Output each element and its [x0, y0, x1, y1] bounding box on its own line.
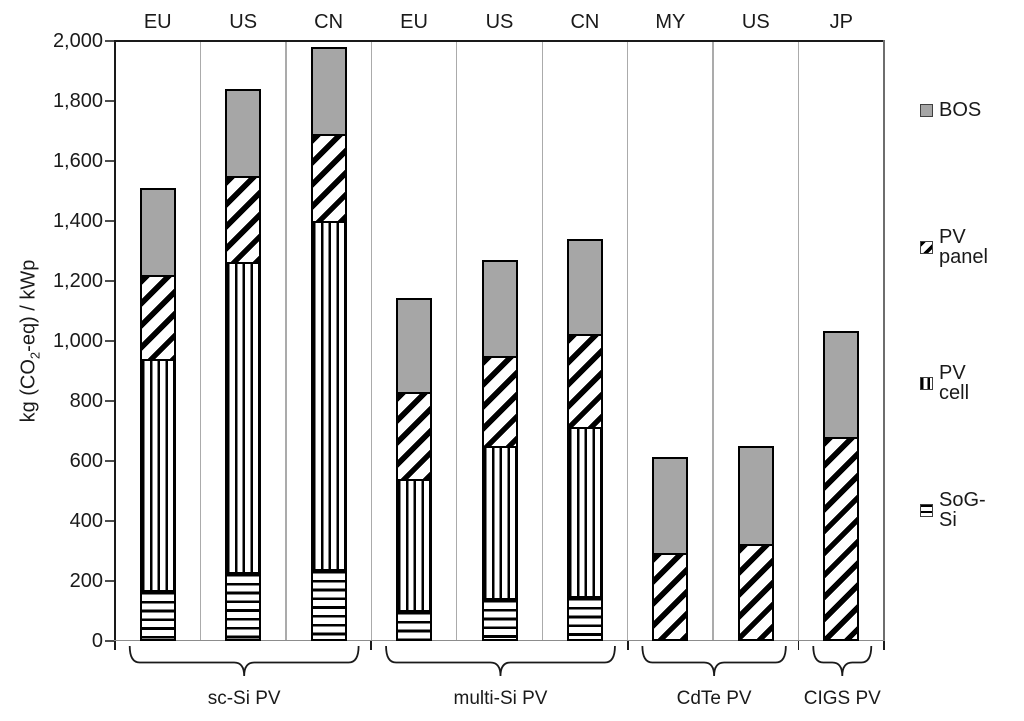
group-boundary-tick — [370, 641, 373, 650]
region-label: EU — [400, 11, 428, 33]
bar-segment-bos — [823, 330, 860, 439]
y-tick-label: 1,600 — [52, 150, 103, 172]
region-label: US — [485, 11, 514, 33]
bar-segment-bos — [566, 239, 603, 336]
legend-item: BOS — [920, 99, 981, 121]
group-label: sc-Si PV — [207, 688, 281, 709]
bar-segment-sog-si — [396, 609, 433, 641]
column-separator — [370, 42, 373, 640]
y-tick-label: 0 — [91, 630, 103, 652]
bar-segment-pv-panel — [823, 437, 860, 641]
group-boundary-tick — [626, 641, 629, 650]
legend-swatch-bos — [920, 103, 933, 117]
legend-label: BOS — [939, 99, 982, 121]
group-label: CdTe PV — [676, 688, 752, 709]
region-label: US — [741, 11, 770, 33]
legend-item: PV panel — [920, 227, 988, 267]
column-separator — [541, 42, 543, 640]
y-tick-label: 200 — [69, 570, 103, 592]
group-brace — [812, 645, 873, 677]
bar-segment-pv-panel — [652, 552, 689, 641]
region-label: JP — [829, 11, 853, 33]
bar-segment-sog-si — [310, 569, 347, 641]
bar-segment-pv-cell — [139, 359, 176, 592]
y-tick-label: 600 — [69, 450, 103, 472]
region-label: MY — [655, 11, 686, 33]
region-label: EU — [143, 11, 172, 33]
bar-segment-bos — [396, 297, 433, 394]
bar-segment-bos — [310, 47, 347, 136]
bar-segment-pv-panel — [310, 134, 347, 223]
bar-segment-sog-si — [566, 596, 603, 641]
legend-item: SoG-Si — [920, 490, 986, 530]
bar-segment-pv-cell — [310, 221, 347, 571]
bar-segment-pv-panel — [481, 356, 518, 448]
group-boundary-tick — [883, 641, 885, 650]
y-tick-mark — [105, 220, 114, 222]
y-tick-mark — [105, 340, 114, 342]
y-tick-mark — [105, 160, 114, 162]
bar-segment-pv-cell — [225, 261, 262, 574]
y-axis-title-sub: 2 — [27, 351, 43, 360]
bar-segment-pv-panel — [225, 176, 262, 264]
y-tick-mark — [105, 400, 114, 402]
y-tick-mark — [105, 580, 114, 582]
legend-swatch-sog-si — [920, 503, 933, 517]
y-axis-line — [114, 40, 116, 641]
bar-segment-bos — [481, 260, 518, 358]
y-tick-label: 1,800 — [52, 90, 103, 112]
group-label: CIGS PV — [803, 688, 881, 709]
column-separator — [797, 42, 800, 640]
group-boundary-tick — [114, 641, 116, 650]
y-tick-label: 400 — [69, 510, 103, 532]
bar-segment-pv-panel — [566, 333, 603, 429]
group-label: multi-Si PV — [453, 688, 548, 709]
legend-label: SoG-Si — [939, 489, 986, 531]
region-label: US — [229, 11, 258, 33]
y-tick-mark — [105, 460, 114, 462]
bar-segment-bos — [139, 188, 176, 277]
group-brace — [641, 645, 787, 677]
y-tick-mark — [105, 640, 114, 642]
y-tick-label: 800 — [69, 390, 103, 412]
y-tick-label: 1,400 — [52, 210, 103, 232]
legend-item: PV cell — [920, 363, 969, 403]
group-brace — [385, 645, 616, 677]
bar-segment-bos — [225, 89, 262, 178]
column-separator — [199, 42, 202, 640]
bar-segment-pv-cell — [396, 479, 433, 612]
bar-segment-pv-panel — [396, 392, 433, 481]
y-tick-label: 1,200 — [52, 270, 103, 292]
group-boundary-tick — [797, 641, 800, 650]
legend-label: PV panel — [939, 226, 988, 268]
legend-swatch-pv-cell — [920, 376, 933, 390]
column-separator — [285, 42, 287, 640]
bar-segment-bos — [737, 446, 774, 546]
y-tick-label: 2,000 — [52, 30, 103, 52]
column-separator — [456, 42, 458, 640]
bar-segment-pv-panel — [737, 543, 774, 641]
y-tick-label: 1,000 — [52, 330, 103, 352]
region-label: CN — [570, 11, 600, 33]
y-tick-mark — [105, 520, 114, 522]
bar-segment-sog-si — [139, 590, 176, 641]
bar-segment-bos — [652, 456, 689, 555]
legend-label: PV cell — [939, 362, 970, 404]
column-separator — [712, 42, 714, 640]
y-tick-mark — [105, 280, 114, 282]
y-tick-mark — [105, 100, 114, 102]
legend-swatch-pv-panel — [920, 240, 933, 254]
bar-segment-pv-cell — [566, 426, 603, 598]
bar-segment-sog-si — [225, 572, 262, 641]
column-separator — [626, 42, 629, 640]
bar-segment-sog-si — [481, 597, 518, 641]
plot-right-border — [883, 40, 885, 641]
y-tick-mark — [105, 40, 114, 42]
bar-segment-pv-panel — [139, 275, 176, 361]
plot-top-border — [114, 40, 885, 42]
region-label: CN — [314, 11, 344, 33]
bar-segment-pv-cell — [481, 446, 518, 600]
group-brace — [128, 645, 360, 677]
